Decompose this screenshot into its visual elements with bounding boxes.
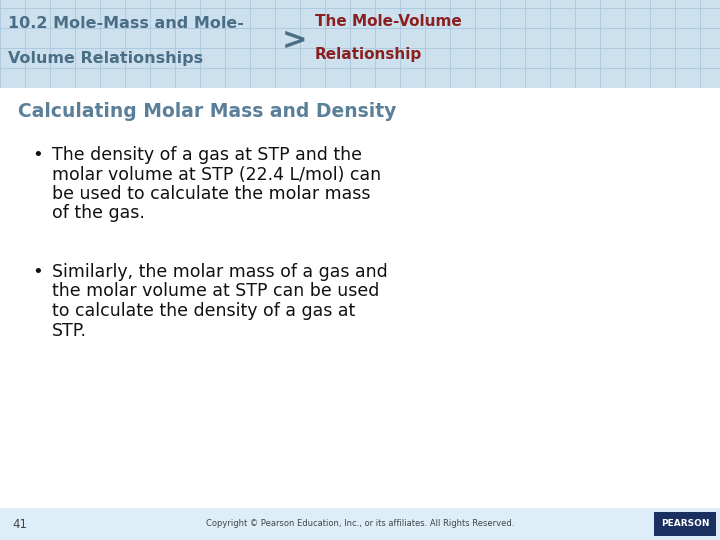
Text: Similarly, the molar mass of a gas and: Similarly, the molar mass of a gas and (52, 263, 388, 281)
Text: to calculate the density of a gas at: to calculate the density of a gas at (52, 302, 355, 320)
Bar (654, 512, 716, 536)
Text: •: • (32, 146, 42, 164)
Text: Calculating Molar Mass and Density: Calculating Molar Mass and Density (18, 102, 397, 121)
Bar (0, 0, 720, 88)
Text: The density of a gas at STP and the: The density of a gas at STP and the (52, 146, 362, 164)
Bar (0, 508, 720, 540)
Text: 41: 41 (12, 517, 27, 530)
Text: >: > (282, 25, 307, 55)
Text: molar volume at STP (22.4 L/mol) can: molar volume at STP (22.4 L/mol) can (52, 165, 381, 184)
Bar (0, 88, 720, 508)
Text: STP.: STP. (52, 321, 87, 340)
Text: Relationship: Relationship (315, 48, 422, 63)
Text: The Mole-Volume: The Mole-Volume (315, 15, 462, 30)
Text: 10.2 Mole-Mass and Mole-: 10.2 Mole-Mass and Mole- (8, 17, 244, 31)
Text: Volume Relationships: Volume Relationships (8, 51, 203, 65)
Text: PEARSON: PEARSON (661, 519, 709, 529)
Text: be used to calculate the molar mass: be used to calculate the molar mass (52, 185, 371, 203)
Text: Copyright © Pearson Education, Inc., or its affiliates. All Rights Reserved.: Copyright © Pearson Education, Inc., or … (206, 519, 514, 529)
Text: •: • (32, 263, 42, 281)
Text: of the gas.: of the gas. (52, 205, 145, 222)
Text: the molar volume at STP can be used: the molar volume at STP can be used (52, 282, 379, 300)
